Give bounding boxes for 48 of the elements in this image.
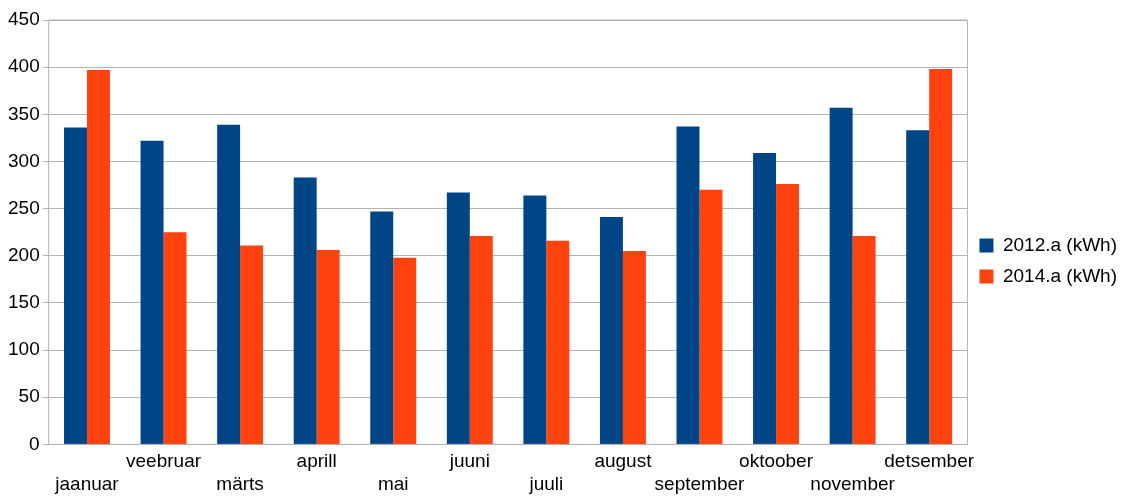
y-tick-label: 100	[8, 338, 40, 360]
x-tick-label: veebruar	[126, 450, 202, 472]
bar	[446, 192, 470, 444]
x-tick-label: juuli	[528, 472, 564, 494]
bar	[699, 189, 723, 444]
bar	[852, 235, 876, 444]
bar	[469, 235, 493, 444]
x-tick-label: september	[654, 472, 746, 494]
bar	[140, 140, 164, 444]
bar	[753, 152, 777, 444]
x-tick-label: jaanuar	[54, 472, 120, 494]
y-tick-label: 150	[8, 291, 40, 313]
bar	[776, 184, 800, 444]
bar	[676, 126, 700, 444]
y-tick-label: 200	[8, 244, 40, 266]
bar	[86, 69, 110, 444]
legend-label: 2012.a (kWh)	[1002, 233, 1117, 255]
bar	[64, 127, 87, 444]
bar	[929, 69, 953, 444]
x-tick-label: juuni	[448, 450, 490, 472]
x-tick-label: oktoober	[739, 450, 814, 472]
y-tick-label: 400	[8, 55, 40, 77]
y-tick-label: 50	[18, 385, 40, 407]
y-tick-label: 450	[8, 8, 40, 30]
bar	[163, 232, 187, 444]
bar	[546, 240, 570, 444]
bar	[393, 257, 417, 444]
x-tick-label: august	[594, 450, 653, 472]
bar	[293, 177, 317, 444]
x-tick-label: mai	[377, 472, 409, 494]
bar	[599, 217, 623, 444]
y-tick-label: 250	[8, 196, 40, 218]
bar	[217, 124, 241, 444]
x-tick-label: märts	[216, 472, 264, 494]
bar	[316, 250, 340, 444]
bar	[240, 245, 264, 444]
y-tick-label: 300	[8, 149, 40, 171]
y-tick-label: 350	[8, 102, 40, 124]
bar	[370, 211, 394, 444]
bar	[906, 130, 930, 444]
x-tick-label: detsember	[884, 450, 975, 472]
bar	[829, 107, 853, 444]
bar	[622, 251, 646, 444]
y-tick-label: 0	[29, 432, 40, 454]
x-tick-label: aprill	[296, 450, 337, 472]
x-tick-label: november	[810, 472, 896, 494]
bar	[523, 195, 547, 444]
legend-label: 2014.a (kWh)	[1002, 264, 1117, 286]
